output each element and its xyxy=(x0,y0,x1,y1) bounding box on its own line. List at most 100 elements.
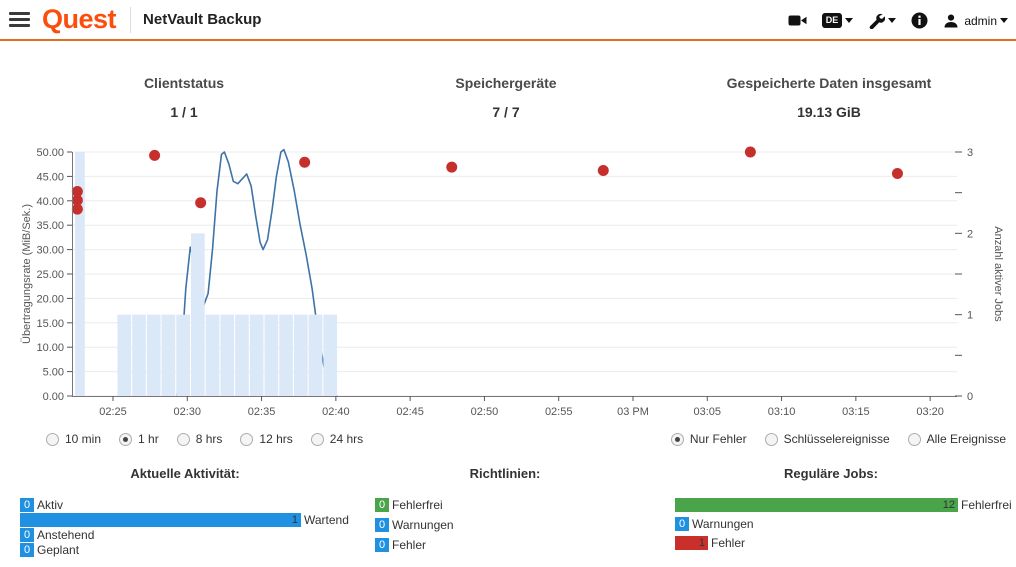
right-tick-label: 3 xyxy=(967,147,973,159)
radio-icon[interactable] xyxy=(310,432,324,446)
status-bar-row-aktiv[interactable]: 0 Aktiv xyxy=(20,498,350,512)
error-event-dot xyxy=(891,167,903,179)
stat-client-status[interactable]: Clientstatus 1 / 1 xyxy=(59,75,309,120)
status-bar-row-warnungen[interactable]: 0 Warnungen xyxy=(375,518,635,532)
right-tick-label: 0 xyxy=(967,391,973,403)
status-bar-row-fehlerfrei[interactable]: 12 Fehlerfrei xyxy=(675,498,1012,512)
tools-menu[interactable] xyxy=(868,12,897,29)
left-tick-label: 5.00 xyxy=(43,367,64,379)
active-jobs-bar xyxy=(75,152,85,396)
status-bar-row-fehler[interactable]: 1 Fehler xyxy=(675,536,987,550)
x-tick-label: 02:25 xyxy=(99,406,127,418)
status-bar-row-anstehend[interactable]: 0 Anstehend xyxy=(20,528,350,542)
radio-time-12-hrs[interactable]: 12 hrs xyxy=(240,432,293,446)
stat-total-data-stored[interactable]: Gespeicherte Daten insgesamt 19.13 GiB xyxy=(699,75,959,120)
radio-label: Alle Ereignisse xyxy=(926,432,1006,446)
user-icon xyxy=(944,14,958,27)
error-event-dot xyxy=(446,161,458,173)
language-badge: DE xyxy=(821,13,843,28)
active-jobs-bar xyxy=(323,314,338,396)
radio-icon[interactable] xyxy=(176,432,190,446)
radio-time-8-hrs[interactable]: 8 hrs xyxy=(176,432,222,446)
summary-group-aktuelle-aktivit-t: Aktuelle Aktivität: 0 Aktiv 1 Wartend 0 Ansteh… xyxy=(20,466,350,558)
active-jobs-bar xyxy=(176,314,190,396)
radio-selected-icon[interactable] xyxy=(119,432,133,446)
status-bar-label: Warnungen xyxy=(392,518,454,532)
language-menu[interactable]: DE xyxy=(821,13,854,28)
header-actions: DE admin xyxy=(788,0,1008,41)
error-event-dot xyxy=(744,146,756,158)
stat-storage-devices[interactable]: Speichergeräte 7 / 7 xyxy=(381,75,631,120)
active-jobs-bar xyxy=(249,314,264,396)
active-jobs-bar xyxy=(235,314,249,396)
status-bar-row-wartend[interactable]: 1 Wartend xyxy=(20,513,350,527)
left-tick-label: 20.00 xyxy=(36,293,64,305)
radio-filter-alle-ereignisse[interactable]: Alle Ereignisse xyxy=(907,432,1006,446)
status-bar: 0 xyxy=(675,517,689,531)
page-title: NetVault Backup xyxy=(143,11,262,28)
x-tick-label: 02:40 xyxy=(322,406,350,418)
user-menu[interactable]: admin xyxy=(943,13,1008,29)
left-tick-label: 25.00 xyxy=(36,269,64,281)
radio-filter-nur-fehler[interactable]: Nur Fehler xyxy=(670,432,747,446)
active-jobs-bar xyxy=(293,314,308,396)
status-bar: 12 xyxy=(675,498,958,512)
radio-time-1-hr[interactable]: 1 hr xyxy=(119,432,159,446)
status-bar: 0 xyxy=(375,538,389,552)
status-bar: 0 xyxy=(375,498,389,512)
radio-icon[interactable] xyxy=(240,432,254,446)
status-bar-label: Fehler xyxy=(392,538,427,552)
active-jobs-bar xyxy=(190,233,205,396)
status-bar-row-fehlerfrei[interactable]: 0 Fehlerfrei xyxy=(375,498,635,512)
radio-icon[interactable] xyxy=(764,432,778,446)
left-tick-label: 0.00 xyxy=(43,391,64,403)
status-bar-row-warnungen[interactable]: 0 Warnungen xyxy=(675,517,987,531)
time-range-radio-group: 10 min 1 hr 8 hrs 12 hrs 24 hrs xyxy=(46,432,363,446)
info-icon xyxy=(911,12,928,29)
video-camera-icon xyxy=(788,15,807,26)
x-tick-label: 02:35 xyxy=(248,406,276,418)
x-tick-label: 03:20 xyxy=(916,406,944,418)
quest-logo[interactable]: Quest xyxy=(42,4,117,34)
radio-label: Nur Fehler xyxy=(689,432,747,446)
status-bar-row-fehler[interactable]: 0 Fehler xyxy=(375,538,635,552)
radio-label: 24 hrs xyxy=(329,432,364,446)
x-tick-label: 02:45 xyxy=(396,406,424,418)
event-filter-radio-group: Nur Fehler Schlüsselereignisse Alle Ereign… xyxy=(670,432,1006,446)
hamburger-menu-icon[interactable] xyxy=(9,12,30,27)
left-tick-label: 35.00 xyxy=(36,220,64,232)
active-jobs-bar xyxy=(205,314,220,396)
radio-label: 12 hrs xyxy=(259,432,293,446)
radio-label: 10 min xyxy=(65,432,102,446)
monitor-activity-button[interactable] xyxy=(788,13,807,28)
status-bar: 1 xyxy=(675,536,708,550)
radio-time-24-hrs[interactable]: 24 hrs xyxy=(310,432,364,446)
right-axis-title: Anzahl aktiver Jobs xyxy=(992,226,1004,322)
radio-label: 1 hr xyxy=(138,432,159,446)
radio-label: Schlüsselereignisse xyxy=(783,432,890,446)
x-tick-label: 02:55 xyxy=(545,406,573,418)
right-tick-label: 2 xyxy=(967,228,973,240)
active-jobs-bar xyxy=(264,314,279,396)
x-tick-label: 02:50 xyxy=(471,406,499,418)
status-bar-label: Fehler xyxy=(711,536,746,550)
summary-group-richtlinien: Richtlinien: 0 Fehlerfrei 0 Warnungen 0 Fehler xyxy=(375,466,635,558)
top-header: Quest NetVault Backup DE xyxy=(0,0,1016,41)
status-bar-label: Wartend xyxy=(304,513,349,527)
active-jobs-bar xyxy=(146,314,161,396)
group-title: Aktuelle Aktivität: xyxy=(130,466,240,481)
status-bar: 0 xyxy=(20,543,34,557)
status-bar-label: Anstehend xyxy=(37,528,95,542)
activity-chart[interactable]: 0.00 5.00 10.00 15.00 20.00 25.00 30.00 35.00 40… xyxy=(0,135,1016,420)
radio-icon[interactable] xyxy=(907,432,921,446)
info-button[interactable] xyxy=(911,12,928,29)
x-tick-label: 03:05 xyxy=(694,406,722,418)
left-tick-label: 15.00 xyxy=(36,318,64,330)
radio-selected-icon[interactable] xyxy=(670,432,684,446)
error-event-dot xyxy=(299,156,311,168)
radio-icon[interactable] xyxy=(46,432,59,446)
radio-filter-schl-sselereignisse[interactable]: Schlüsselereignisse xyxy=(764,432,890,446)
status-bar-row-geplant[interactable]: 0 Geplant xyxy=(20,543,350,557)
radio-time-10-min[interactable]: 10 min xyxy=(46,432,101,446)
